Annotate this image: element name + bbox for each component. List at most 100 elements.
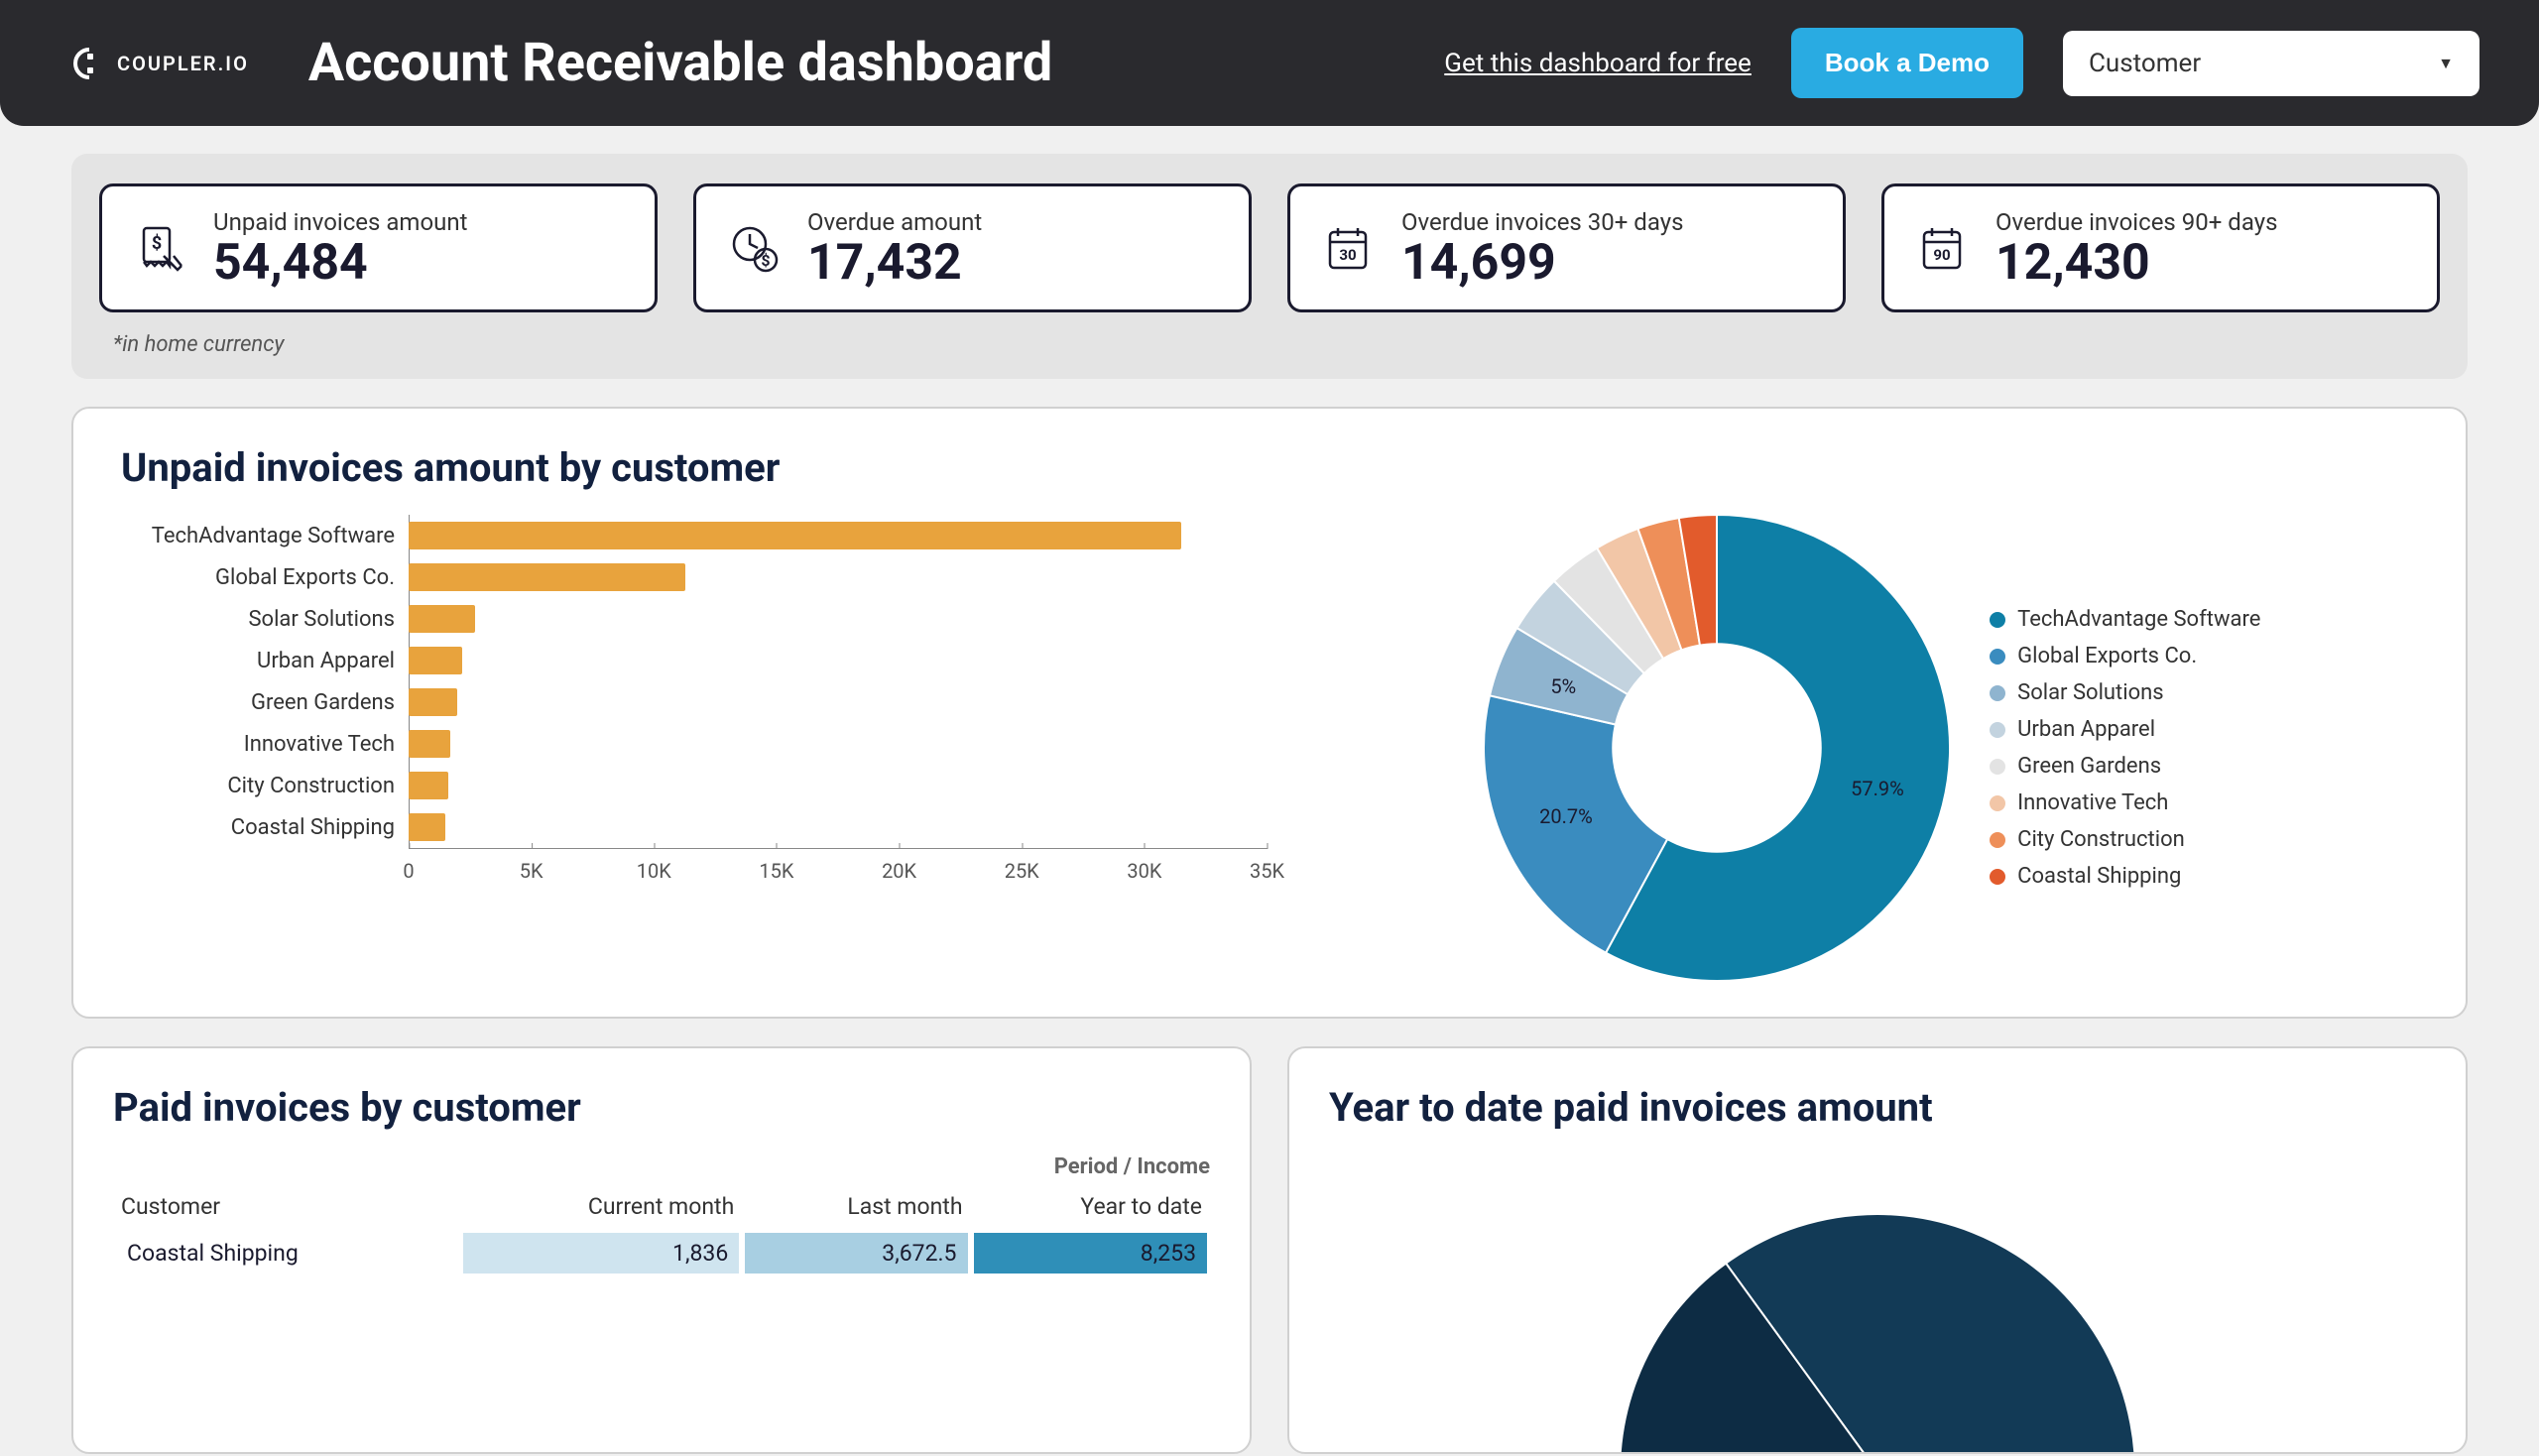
ytd-paid-panel: Year to date paid invoices amount 6.2%6.… xyxy=(1287,1046,2468,1454)
kpi-value: 12,430 xyxy=(1995,238,2277,288)
bar-row: Solar Solutions xyxy=(121,598,1268,640)
legend-item: City Construction xyxy=(1990,827,2260,852)
bar-row: TechAdvantage Software xyxy=(121,515,1268,556)
bar-category-label: Solar Solutions xyxy=(121,607,409,632)
chevron-down-icon: ▼ xyxy=(2438,54,2454,73)
unpaid-donut-chart: 57.9% 20.7% 5% TechAdvantage Software Globa… xyxy=(1327,515,2418,981)
unpaid-invoices-panel: Unpaid invoices amount by customer TechA… xyxy=(71,407,2468,1019)
bar-category-label: Green Gardens xyxy=(121,690,409,715)
cell-ytd: 8,253 xyxy=(971,1230,1211,1276)
clock-dollar-icon: $ xyxy=(726,220,782,276)
legend-label: City Construction xyxy=(2017,827,2185,852)
bar-fill xyxy=(409,813,445,841)
bar-fill xyxy=(409,688,457,716)
legend-label: Solar Solutions xyxy=(2017,680,2164,705)
bar-category-label: Innovative Tech xyxy=(121,732,409,757)
bar-category-label: City Construction xyxy=(121,774,409,798)
brand-logo: COUPLER.IO xyxy=(60,42,249,85)
legend-label: TechAdvantage Software xyxy=(2017,607,2260,632)
legend-item: Solar Solutions xyxy=(1990,680,2260,705)
bar-row: Green Gardens xyxy=(121,681,1268,723)
legend-item: Innovative Tech xyxy=(1990,790,2260,815)
svg-text:30: 30 xyxy=(1339,246,1356,264)
table-column-header: Last month xyxy=(742,1187,970,1230)
paid-invoices-table: CustomerCurrent monthLast monthYear to d… xyxy=(113,1187,1210,1276)
legend-label: Urban Apparel xyxy=(2017,717,2155,742)
kpi-label: Overdue amount xyxy=(807,208,982,236)
legend-item: Global Exports Co. xyxy=(1990,644,2260,668)
unpaid-bar-chart: TechAdvantage Software Global Exports Co… xyxy=(121,515,1268,888)
table-column-header: Current month xyxy=(460,1187,743,1230)
legend-swatch-icon xyxy=(1990,832,2005,848)
legend-label: Global Exports Co. xyxy=(2017,644,2197,668)
legend-swatch-icon xyxy=(1990,759,2005,775)
page-title: Account Receivable dashboard xyxy=(308,32,1404,94)
bar-category-label: TechAdvantage Software xyxy=(121,524,409,548)
bar-fill xyxy=(409,772,448,799)
axis-tick: 35K xyxy=(1250,849,1284,883)
bar-row: Innovative Tech xyxy=(121,723,1268,765)
calendar-90-icon: 90 xyxy=(1914,220,1970,276)
kpi-card: $ Overdue amount 17,432 xyxy=(693,183,1252,312)
legend-swatch-icon xyxy=(1990,649,2005,665)
invoice-dollar-icon: $ xyxy=(132,220,187,276)
slice-pct-label: 5% xyxy=(1550,674,1576,698)
kpi-card: 30 Overdue invoices 30+ days 14,699 xyxy=(1287,183,1846,312)
bar-fill xyxy=(409,563,685,591)
kpi-label: Unpaid invoices amount xyxy=(213,208,468,236)
bar-row: Urban Apparel xyxy=(121,640,1268,681)
table-super-header: Period / Income xyxy=(113,1154,1210,1179)
bar-row: Coastal Shipping xyxy=(121,806,1268,848)
legend-label: Innovative Tech xyxy=(2017,790,2168,815)
calendar-30-icon: 30 xyxy=(1320,220,1376,276)
book-demo-button[interactable]: Book a Demo xyxy=(1791,28,2023,98)
kpi-card: 90 Overdue invoices 90+ days 12,430 xyxy=(1881,183,2440,312)
kpi-section: $ Unpaid invoices amount 54,484$ Overdue… xyxy=(71,154,2468,379)
legend-item: Urban Apparel xyxy=(1990,717,2260,742)
header-bar: COUPLER.IO Account Receivable dashboard … xyxy=(0,0,2539,126)
legend-swatch-icon xyxy=(1990,722,2005,738)
svg-text:$: $ xyxy=(152,233,162,254)
legend-label: Coastal Shipping xyxy=(2017,864,2181,889)
get-dashboard-link[interactable]: Get this dashboard for free xyxy=(1444,49,1752,78)
customer-dropdown-value: Customer xyxy=(2089,49,2201,78)
legend-swatch-icon xyxy=(1990,612,2005,628)
legend-swatch-icon xyxy=(1990,685,2005,701)
table-row: Coastal Shipping 1,836 3,672.5 8,253 xyxy=(113,1230,1210,1276)
legend-item: TechAdvantage Software xyxy=(1990,607,2260,632)
bar-fill xyxy=(409,647,462,674)
cell-last: 3,672.5 xyxy=(742,1230,970,1276)
kpi-value: 14,699 xyxy=(1401,238,1683,288)
legend-label: Green Gardens xyxy=(2017,754,2161,779)
unpaid-panel-title: Unpaid invoices amount by customer xyxy=(121,444,2418,491)
legend-swatch-icon xyxy=(1990,795,2005,811)
axis-tick: 25K xyxy=(1005,849,1039,883)
legend-item: Green Gardens xyxy=(1990,754,2260,779)
legend-item: Coastal Shipping xyxy=(1990,864,2260,889)
kpi-footnote: *in home currency xyxy=(113,332,2440,357)
bar-fill xyxy=(409,522,1181,549)
axis-tick: 0 xyxy=(403,849,414,883)
bar-category-label: Global Exports Co. xyxy=(121,565,409,590)
table-column-header: Year to date xyxy=(971,1187,1211,1230)
slice-pct-label: 57.9% xyxy=(1851,777,1904,800)
kpi-value: 54,484 xyxy=(213,238,468,288)
axis-tick: 30K xyxy=(1127,849,1161,883)
kpi-label: Overdue invoices 90+ days xyxy=(1995,208,2277,236)
customer-dropdown[interactable]: Customer ▼ xyxy=(2063,31,2479,96)
svg-text:$: $ xyxy=(761,251,770,270)
bar-row: Global Exports Co. xyxy=(121,556,1268,598)
cell-current: 1,836 xyxy=(460,1230,743,1276)
paid-invoices-panel: Paid invoices by customer Period / Incom… xyxy=(71,1046,1252,1454)
slice-pct-label: 20.7% xyxy=(1539,804,1593,828)
brand-name: COUPLER.IO xyxy=(117,52,249,75)
table-column-header: Customer xyxy=(113,1187,460,1230)
axis-tick: 10K xyxy=(637,849,671,883)
ytd-pie-chart: 6.2%6.2%5.2% xyxy=(1620,1154,2135,1452)
kpi-value: 17,432 xyxy=(807,238,982,288)
axis-tick: 15K xyxy=(759,849,793,883)
coupler-logo-icon xyxy=(60,42,103,85)
paid-panel-title: Paid invoices by customer xyxy=(113,1084,1210,1131)
kpi-card: $ Unpaid invoices amount 54,484 xyxy=(99,183,658,312)
axis-tick: 20K xyxy=(882,849,916,883)
